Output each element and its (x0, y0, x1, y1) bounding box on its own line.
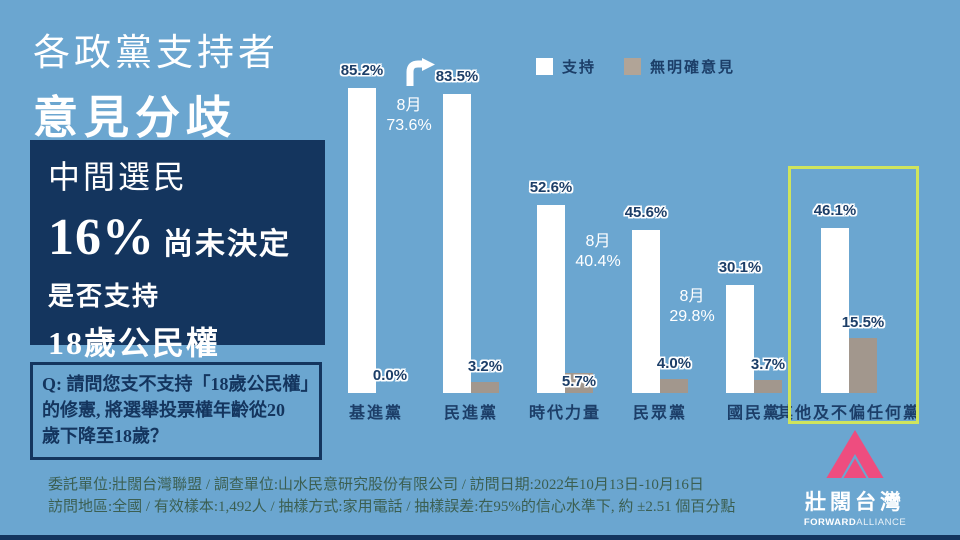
unclear-value-label: 5.7% (561, 373, 597, 390)
unclear-value-label: 3.7% (750, 356, 786, 373)
august-annotation: 8月 40.4% (566, 232, 630, 272)
key-finding-percent: 16% (48, 209, 155, 266)
trend-arrow-icon (405, 58, 435, 91)
support-bar (537, 205, 565, 393)
logo-name-zh: 壯闊台灣 (805, 491, 905, 514)
category-label: 民進黨 (443, 405, 498, 422)
category-label: 時代力量 (528, 405, 601, 422)
category-label: 基進黨 (348, 405, 403, 422)
support-bar (443, 94, 471, 393)
august-annotation-value: 40.4% (575, 253, 621, 270)
category-label: 其他及不偏任何黨 (776, 405, 921, 422)
page-title: 各政黨支持者 意見分歧 (33, 22, 279, 146)
unclear-bar (660, 379, 688, 393)
key-finding-line2-rest: 尚未決定 (163, 228, 291, 261)
legend-swatch-support (536, 58, 553, 75)
survey-question-line: 歲下降至18歲？ (42, 426, 168, 446)
chart-legend: 支持 無明確意見 (536, 56, 735, 77)
category-label: 民眾黨 (632, 405, 687, 422)
support-value-label: 30.1% (718, 259, 762, 276)
page-title-line2: 意見分歧 (33, 92, 238, 143)
footnote-line2: 訪問地區:全國 / 有效樣本:1,492人 / 抽樣方式:家用電話 / 抽樣誤差… (48, 499, 736, 515)
august-annotation-label: 8月 (679, 288, 705, 305)
unclear-bar (471, 382, 499, 393)
unclear-value-label: 4.0% (656, 355, 692, 372)
forward-alliance-triangle-icon (826, 430, 884, 478)
unclear-value-label: 3.2% (467, 358, 503, 375)
survey-question-line: Q: 請問您支不支持「18歲公民權」 (42, 374, 319, 394)
survey-question-box: Q: 請問您支不支持「18歲公民權」 的修憲, 將選舉投票權年齡從20 歲下降至… (30, 362, 322, 460)
legend-label-support: 支持 (562, 59, 597, 76)
key-finding-box: 中間選民 16% 尚未決定 是否支持 18歲公民權 (30, 140, 325, 361)
support-value-label: 83.5% (435, 68, 479, 85)
category-label: 國民黨 (726, 405, 781, 422)
august-annotation: 8月 73.6% (377, 96, 441, 136)
august-annotation-value: 73.6% (386, 117, 432, 134)
logo-name-en: FORWARDALLIANCE (803, 517, 907, 528)
page-title-line1: 各政黨支持者 (33, 33, 279, 74)
legend-swatch-unclear (624, 58, 642, 75)
support-value-label: 45.6% (624, 204, 668, 221)
legend-label-unclear: 無明確意見 (650, 59, 736, 76)
support-value-label: 85.2% (340, 62, 384, 79)
support-bar (348, 88, 376, 393)
support-value-label: 52.6% (529, 179, 573, 196)
august-annotation: 8月 29.8% (660, 287, 724, 327)
survey-question-line: 的修憲, 將選舉投票權年齡從20 (42, 400, 285, 420)
key-finding-line3: 是否支持 (48, 281, 161, 311)
support-bar (632, 230, 660, 393)
key-finding-line4: 18歲公民權 (48, 325, 221, 361)
unclear-bar (565, 373, 593, 393)
august-annotation-value: 29.8% (669, 308, 715, 325)
unclear-bar (754, 380, 782, 393)
support-bar (726, 285, 754, 393)
key-finding-line1: 中間選民 (48, 159, 189, 195)
key-finding-line2: 16% 尚未決定 (48, 208, 325, 267)
support-bar (821, 228, 849, 393)
august-annotation-label: 8月 (396, 97, 422, 114)
unclear-bar (849, 338, 877, 393)
highlight-box (788, 166, 919, 424)
footnote-line1: 委託單位:壯闊台灣聯盟 / 調查單位:山水民意研究股份有限公司 / 訪問日期:2… (48, 477, 704, 493)
august-annotation-label: 8月 (585, 233, 611, 250)
unclear-value-label: 0.0% (372, 367, 408, 384)
forward-alliance-logo: 壯闊台灣 FORWARDALLIANCE (800, 430, 910, 528)
support-value-label: 46.1% (813, 202, 857, 219)
unclear-value-label: 15.5% (841, 314, 885, 331)
bottom-accent-strip (0, 535, 960, 540)
survey-footnote: 委託單位:壯闊台灣聯盟 / 調查單位:山水民意研究股份有限公司 / 訪問日期:2… (48, 474, 735, 518)
